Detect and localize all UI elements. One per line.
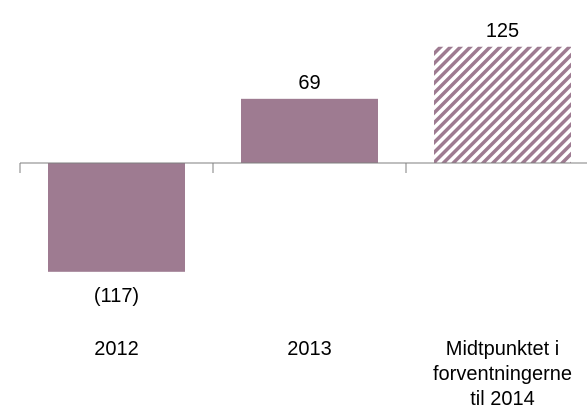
- category-label-line: til 2014: [470, 388, 535, 410]
- category-label-line: 2013: [287, 338, 332, 360]
- bar-midtpunktet-i-forventningerne-til-2014: [434, 46, 571, 163]
- labels-layer: (117) 2012 69 2013 125 Midtpunktet i forventni…: [94, 20, 572, 410]
- axis-layer: [19, 162, 587, 173]
- category-label: Midtpunktet i forventningerne til 2014: [433, 338, 572, 410]
- bar-2013: [241, 98, 378, 163]
- category-label: 2012: [94, 338, 139, 360]
- category-label-line: 2012: [94, 338, 139, 360]
- data-label: (117): [94, 285, 139, 307]
- data-label: 69: [298, 72, 320, 94]
- category-label-line: forventningerne: [433, 363, 572, 385]
- data-label: 125: [486, 20, 519, 42]
- category-label: 2013: [287, 338, 332, 360]
- bar-2012: [48, 163, 185, 272]
- category-label-line: Midtpunktet i: [446, 338, 559, 360]
- bars-layer: [48, 46, 571, 272]
